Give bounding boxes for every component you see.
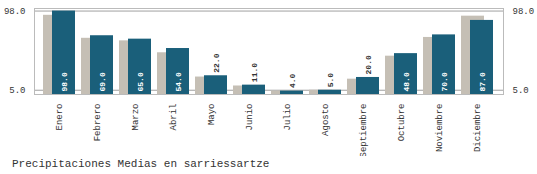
svg-text:98.0: 98.0 bbox=[60, 72, 69, 91]
svg-text:Mayo: Mayo bbox=[207, 104, 217, 126]
svg-text:5.0: 5.0 bbox=[513, 86, 529, 96]
svg-text:4.0: 4.0 bbox=[288, 73, 297, 88]
svg-text:Octubre: Octubre bbox=[397, 104, 407, 142]
svg-text:87.0: 87.0 bbox=[478, 72, 487, 91]
html-text:Precipitaciones Medias en sarr: Precipitaciones Medias en sarriessartze bbox=[12, 158, 270, 170]
svg-text:Diciembre: Diciembre bbox=[473, 104, 483, 153]
svg-text:98.0: 98.0 bbox=[4, 7, 26, 17]
svg-text:69.0: 69.0 bbox=[98, 72, 107, 91]
svg-text:Febrero: Febrero bbox=[93, 104, 103, 142]
svg-text:54.0: 54.0 bbox=[174, 72, 183, 91]
svg-text:Noviembre: Noviembre bbox=[435, 104, 445, 153]
svg-text:Septiembre: Septiembre bbox=[359, 104, 369, 157]
svg-text:70.0: 70.0 bbox=[440, 72, 449, 91]
svg-text:Abril: Abril bbox=[169, 104, 179, 131]
svg-text:Julio: Julio bbox=[283, 104, 293, 131]
svg-text:65.0: 65.0 bbox=[136, 72, 145, 91]
svg-text:5.0: 5.0 bbox=[326, 73, 335, 88]
svg-text:11.0: 11.0 bbox=[250, 63, 259, 82]
svg-text:Agosto: Agosto bbox=[321, 104, 331, 136]
svg-text:48.0: 48.0 bbox=[402, 72, 411, 91]
svg-text:Marzo: Marzo bbox=[131, 104, 141, 131]
svg-text:Enero: Enero bbox=[55, 104, 65, 131]
svg-text:5.0: 5.0 bbox=[9, 86, 25, 96]
svg-text:22.0: 22.0 bbox=[212, 53, 221, 72]
svg-text:Junio: Junio bbox=[245, 104, 255, 131]
svg-text:98.0: 98.0 bbox=[513, 7, 535, 17]
svg-text:20.0: 20.0 bbox=[364, 55, 373, 74]
